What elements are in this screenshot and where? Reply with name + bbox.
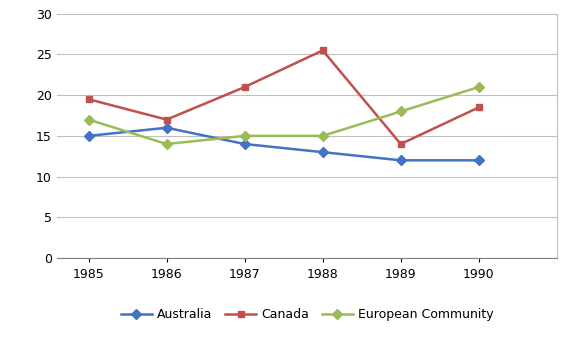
Line: Australia: Australia	[85, 124, 482, 164]
Australia	[85, 134, 92, 138]
Legend: Australia, Canada, European Community: Australia, Canada, European Community	[116, 303, 498, 326]
Australia	[241, 142, 248, 146]
European Community	[397, 109, 404, 114]
European Community	[241, 134, 248, 138]
European Community	[163, 142, 170, 146]
Canada	[85, 97, 92, 101]
European Community	[85, 118, 92, 122]
Australia	[319, 150, 326, 154]
Canada	[475, 105, 482, 109]
Australia	[163, 126, 170, 130]
Australia	[397, 158, 404, 162]
Canada	[397, 142, 404, 146]
Line: Canada: Canada	[85, 47, 482, 148]
Canada	[319, 48, 326, 52]
Canada	[241, 85, 248, 89]
Canada	[163, 118, 170, 122]
European Community	[319, 134, 326, 138]
Line: European Community: European Community	[85, 84, 482, 148]
European Community	[475, 85, 482, 89]
Australia	[475, 158, 482, 162]
